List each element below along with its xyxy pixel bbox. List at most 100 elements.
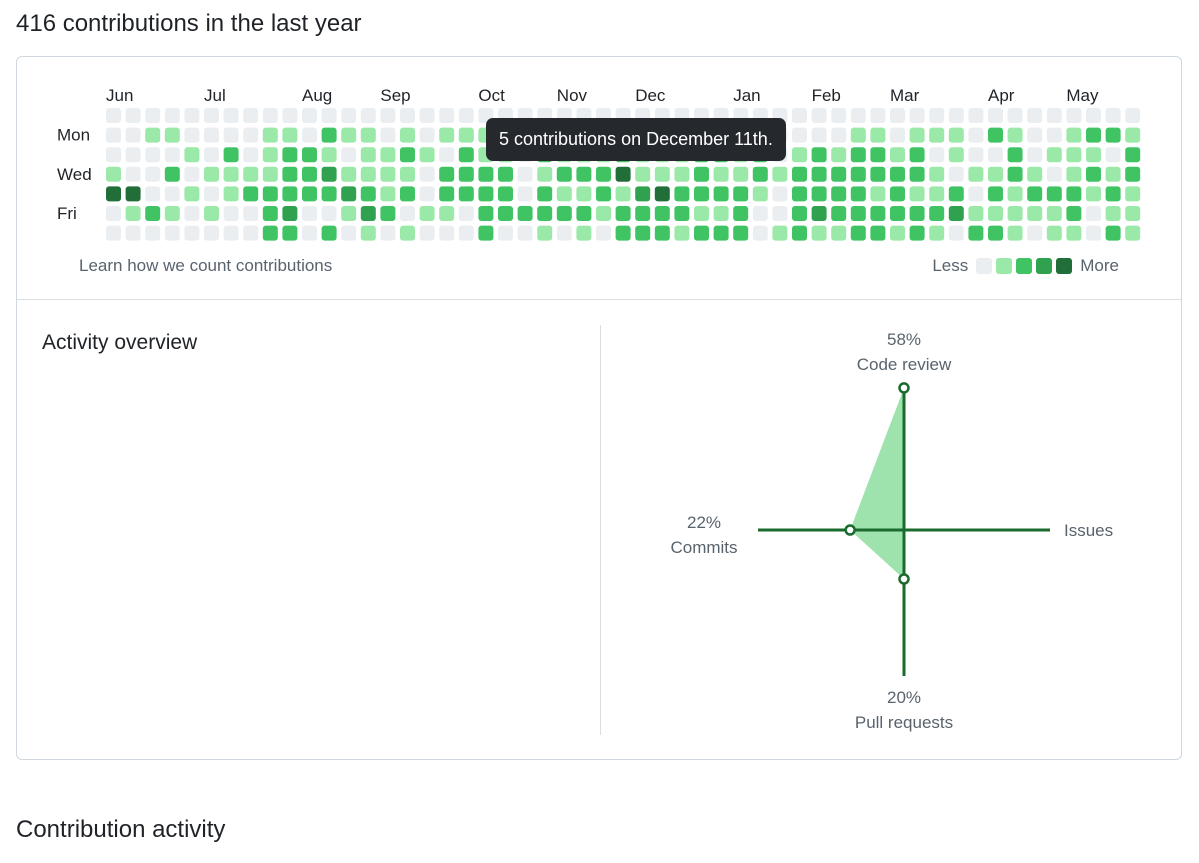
contribution-day[interactable] (850, 127, 866, 143)
contribution-day[interactable] (125, 147, 141, 163)
contribution-day[interactable] (419, 225, 435, 241)
contribution-day[interactable] (360, 225, 376, 241)
contribution-day[interactable] (145, 186, 161, 202)
contribution-day[interactable] (909, 147, 925, 163)
contribution-day[interactable] (145, 206, 161, 221)
contribution-day[interactable] (125, 186, 141, 202)
contribution-day[interactable] (792, 225, 807, 241)
contribution-day[interactable] (948, 127, 964, 143)
contribution-day[interactable] (1086, 206, 1101, 221)
contribution-day[interactable] (439, 108, 455, 123)
contribution-day[interactable] (1007, 147, 1023, 163)
contribution-day[interactable] (145, 225, 161, 241)
contribution-day[interactable] (262, 225, 278, 241)
contribution-day[interactable] (321, 108, 337, 123)
contribution-day[interactable] (713, 206, 729, 221)
contribution-day[interactable] (243, 127, 259, 143)
contribution-day[interactable] (204, 186, 219, 202)
contribution-day[interactable] (850, 206, 866, 221)
contribution-day[interactable] (145, 166, 161, 182)
contribution-day[interactable] (341, 206, 357, 221)
contribution-day[interactable] (164, 166, 180, 182)
contribution-day[interactable] (380, 186, 396, 202)
contribution-day[interactable] (988, 186, 1003, 202)
contribution-day[interactable] (850, 166, 866, 182)
contribution-day[interactable] (909, 127, 925, 143)
contribution-day[interactable] (1046, 166, 1062, 182)
contribution-day[interactable] (674, 186, 690, 202)
contribution-day[interactable] (439, 166, 455, 182)
contribution-day[interactable] (439, 206, 455, 221)
contribution-day[interactable] (360, 166, 376, 182)
contribution-day[interactable] (204, 127, 219, 143)
contribution-day[interactable] (321, 186, 337, 202)
contribution-day[interactable] (302, 108, 317, 123)
contribution-day[interactable] (831, 147, 847, 163)
contribution-day[interactable] (1007, 186, 1023, 202)
contribution-day[interactable] (145, 127, 161, 143)
contribution-day[interactable] (988, 147, 1003, 163)
contribution-day[interactable] (262, 186, 278, 202)
contribution-day[interactable] (1105, 147, 1121, 163)
contribution-day[interactable] (223, 225, 239, 241)
contribution-day[interactable] (302, 147, 317, 163)
contribution-day[interactable] (164, 108, 180, 123)
contribution-day[interactable] (694, 166, 709, 182)
contribution-day[interactable] (517, 186, 533, 202)
contribution-day[interactable] (909, 186, 925, 202)
contribution-day[interactable] (1125, 225, 1141, 241)
contribution-day[interactable] (1066, 206, 1082, 221)
contribution-day[interactable] (262, 166, 278, 182)
contribution-day[interactable] (968, 108, 984, 123)
contribution-day[interactable] (792, 166, 807, 182)
contribution-day[interactable] (831, 127, 847, 143)
contribution-day[interactable] (1007, 225, 1023, 241)
contribution-day[interactable] (498, 206, 513, 221)
contribution-day[interactable] (1105, 225, 1121, 241)
contribution-day[interactable] (890, 166, 905, 182)
contribution-day[interactable] (498, 166, 513, 182)
contribution-day[interactable] (890, 147, 905, 163)
contribution-day[interactable] (400, 206, 415, 221)
contribution-day[interactable] (870, 166, 886, 182)
contribution-day[interactable] (380, 127, 396, 143)
contribution-day[interactable] (400, 127, 415, 143)
contribution-day[interactable] (968, 225, 984, 241)
contribution-day[interactable] (654, 225, 670, 241)
contribution-day[interactable] (694, 225, 709, 241)
contribution-day[interactable] (811, 186, 827, 202)
contribution-day[interactable] (1007, 206, 1023, 221)
contribution-day[interactable] (811, 206, 827, 221)
contribution-day[interactable] (713, 186, 729, 202)
contribution-day[interactable] (125, 225, 141, 241)
contribution-day[interactable] (968, 186, 984, 202)
contribution-day[interactable] (223, 147, 239, 163)
contribution-day[interactable] (674, 166, 690, 182)
contribution-day[interactable] (576, 225, 592, 241)
contribution-day[interactable] (321, 225, 337, 241)
contribution-day[interactable] (223, 108, 239, 123)
contribution-day[interactable] (125, 127, 141, 143)
contribution-day[interactable] (1066, 147, 1082, 163)
contribution-day[interactable] (341, 127, 357, 143)
contribution-day[interactable] (1007, 127, 1023, 143)
contribution-day[interactable] (478, 166, 494, 182)
contribution-day[interactable] (302, 127, 317, 143)
contribution-day[interactable] (262, 147, 278, 163)
contribution-day[interactable] (890, 225, 905, 241)
contribution-day[interactable] (360, 108, 376, 123)
contribution-day[interactable] (184, 127, 200, 143)
contribution-day[interactable] (929, 127, 945, 143)
contribution-day[interactable] (106, 108, 121, 123)
contribution-day[interactable] (733, 186, 749, 202)
contribution-day[interactable] (282, 147, 298, 163)
contribution-day[interactable] (380, 166, 396, 182)
contribution-day[interactable] (419, 186, 435, 202)
contribution-day[interactable] (850, 108, 866, 123)
contribution-day[interactable] (1066, 225, 1082, 241)
contribution-day[interactable] (733, 166, 749, 182)
contribution-day[interactable] (400, 186, 415, 202)
contribution-day[interactable] (948, 206, 964, 221)
contribution-day[interactable] (615, 186, 631, 202)
contribution-day[interactable] (106, 206, 121, 221)
